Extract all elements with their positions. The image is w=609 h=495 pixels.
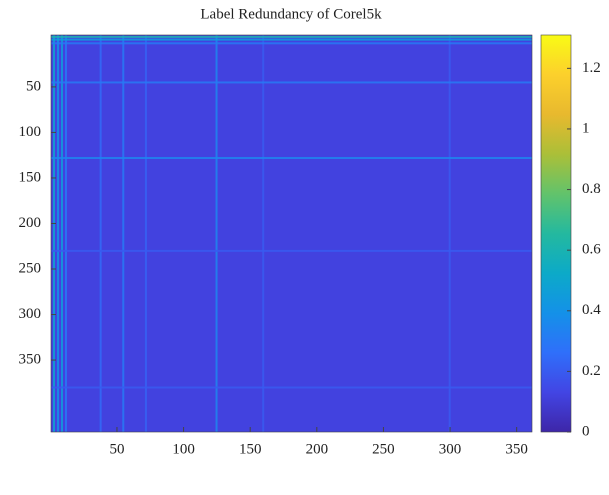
x-tick-label: 200 xyxy=(306,441,329,457)
colorbar-tick-label: 0.8 xyxy=(582,181,601,197)
chart-title: Label Redundancy of Corel5k xyxy=(200,6,382,22)
column-streak xyxy=(64,35,67,432)
row-streak xyxy=(51,249,532,252)
x-tick-label: 250 xyxy=(372,441,395,457)
y-tick-label: 250 xyxy=(19,260,42,276)
y-tick-label: 350 xyxy=(19,352,42,368)
column-streak xyxy=(262,35,265,432)
colorbar-tick-label: 0.2 xyxy=(582,363,601,379)
column-streak xyxy=(122,35,125,432)
row-streak xyxy=(51,386,532,389)
x-tick-label: 150 xyxy=(239,441,262,457)
column-streak xyxy=(60,35,63,432)
colorbar-tick-label: 0.6 xyxy=(582,242,601,258)
colorbar-tick-label: 1 xyxy=(582,120,590,136)
y-tick-label: 100 xyxy=(19,124,42,140)
row-streak xyxy=(51,38,532,41)
y-tick-label: 300 xyxy=(19,306,42,322)
colorbar xyxy=(540,34,572,433)
column-streak xyxy=(215,35,218,432)
row-streak xyxy=(51,35,532,38)
x-tick-label: 300 xyxy=(439,441,462,457)
colorbar-tick-label: 0 xyxy=(582,423,590,439)
y-tick-label: 150 xyxy=(19,169,42,185)
column-streak xyxy=(56,35,59,432)
x-tick-label: 50 xyxy=(109,441,124,457)
x-tick-label: 350 xyxy=(505,441,528,457)
y-tick-label: 200 xyxy=(19,215,42,231)
x-tick-label: 100 xyxy=(172,441,195,457)
row-streak xyxy=(51,81,532,84)
column-streak xyxy=(144,35,147,432)
colorbar-tick-label: 0.4 xyxy=(582,302,601,318)
heatmap-base xyxy=(51,35,532,432)
colorbar-tick-label: 1.2 xyxy=(582,60,601,76)
heatmap xyxy=(51,35,532,432)
row-streak xyxy=(51,42,532,45)
column-streak xyxy=(52,35,55,432)
plot-frame xyxy=(50,34,533,433)
y-tick-label: 50 xyxy=(26,78,41,94)
column-streak xyxy=(448,35,451,432)
row-streak xyxy=(51,157,532,160)
column-streak xyxy=(99,35,102,432)
